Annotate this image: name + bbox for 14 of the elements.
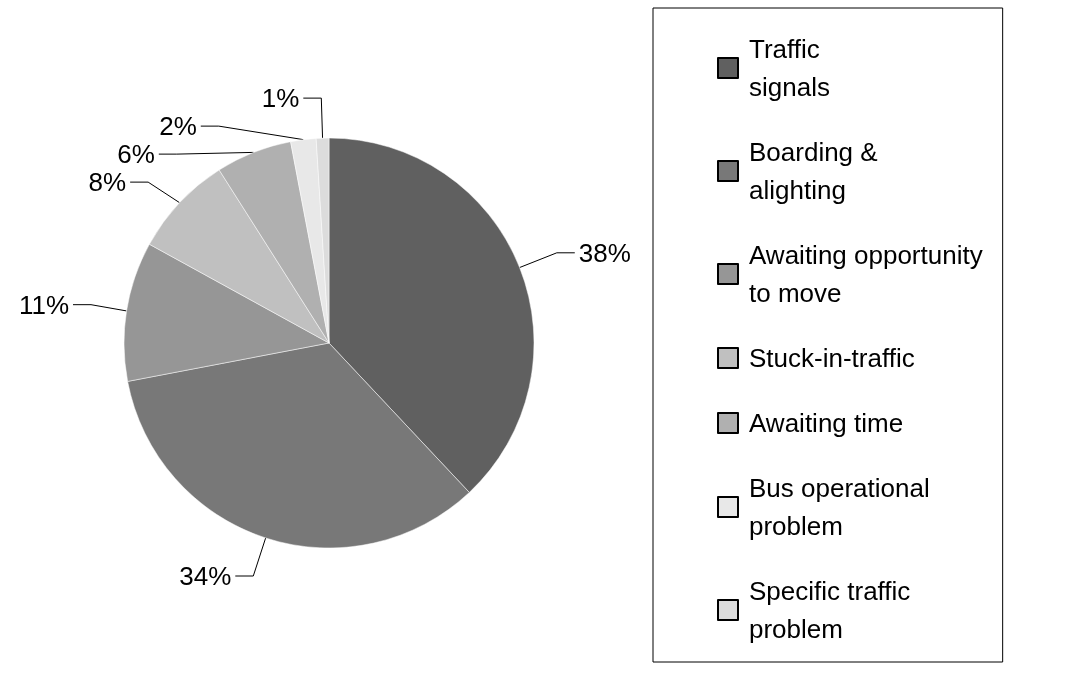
data-label: 6% [117,139,155,170]
legend-label: Boarding & alighting [749,137,878,205]
data-label: 2% [159,111,197,142]
legend-label: Traffic signals [749,34,830,102]
legend-label: Stuck-in-traffic [749,343,915,373]
data-label: 34% [179,561,232,592]
legend-label: Awaiting time [749,408,904,438]
data-label: 11% [18,289,70,320]
legend-label: Awaiting opportunity to move [749,240,983,308]
data-label: 38% [578,237,631,268]
legend-label: Specific traffic problem [749,576,911,644]
legend-label: Bus operational problem [749,473,930,541]
data-label: 1% [261,83,300,114]
data-label: 8% [88,167,127,198]
